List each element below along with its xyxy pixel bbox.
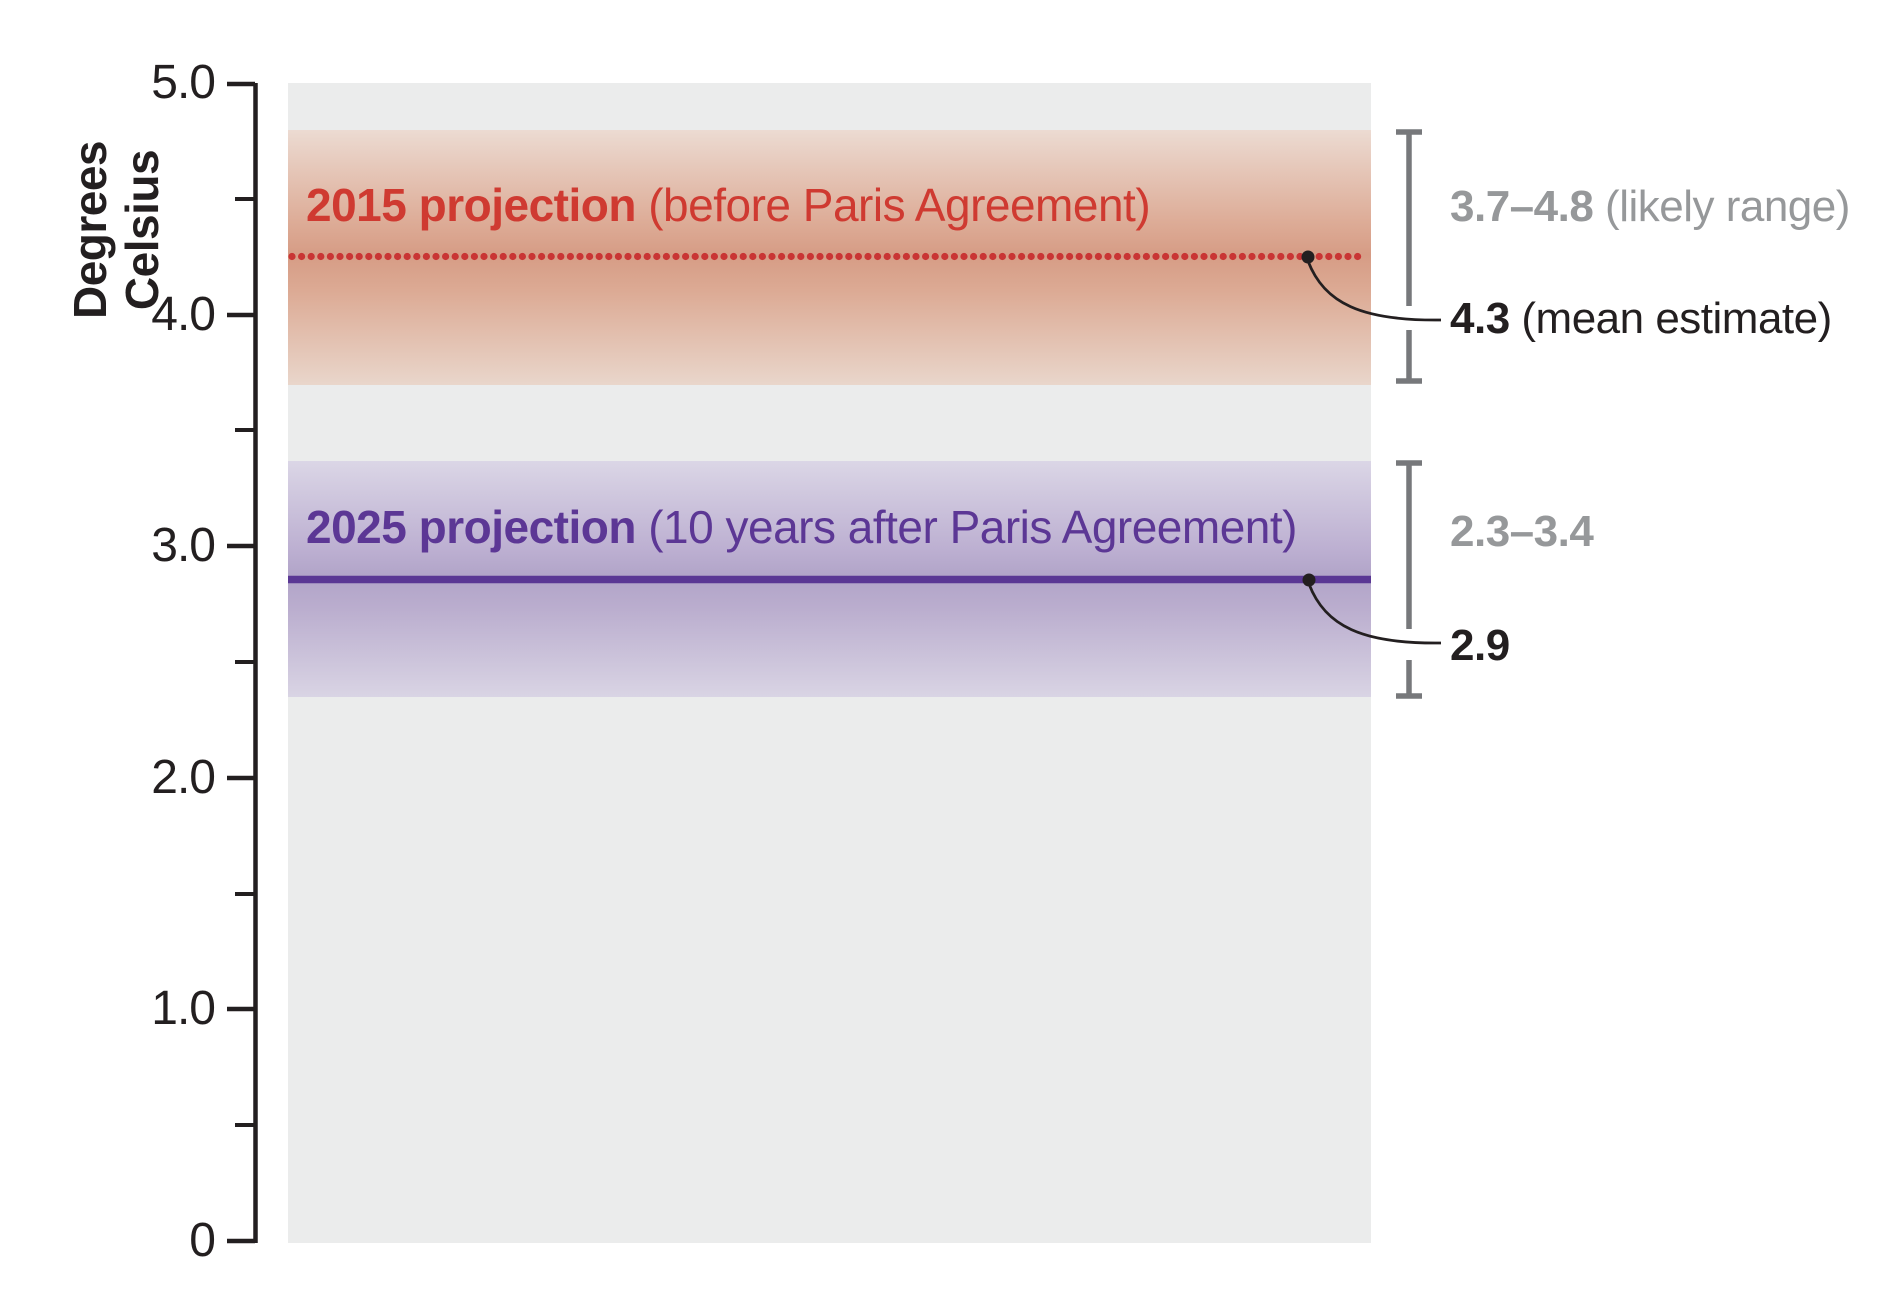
annotation-mean-2015-value: 4.3: [1450, 294, 1510, 343]
annotation-range-2025: 2.3–3.4: [1450, 505, 1594, 559]
y-tick-label-4: 4.0: [151, 288, 216, 341]
callout-curve-2015: [1306, 260, 1442, 322]
series-label-2025-bold: 2025 projection: [306, 501, 636, 553]
annotation-mean-2025-value: 2.9: [1450, 621, 1510, 670]
y-tick-label-3: 3.0: [151, 519, 216, 572]
annotation-mean-2025: 2.9: [1450, 619, 1510, 673]
series-label-2015-bold: 2015 projection: [306, 179, 636, 231]
series-label-2015: 2015 projection (before Paris Agreement): [306, 178, 1151, 232]
y-tick-label-1: 1.0: [151, 982, 216, 1035]
y-tick-label-2: 2.0: [151, 751, 216, 804]
y-tick-label-5: 5.0: [151, 56, 216, 109]
y-axis-major-ticks: [227, 81, 255, 1244]
y-tick-label-0: 0: [189, 1214, 216, 1267]
annotation-range-2015-value: 3.7–4.8: [1450, 182, 1594, 231]
range-bar-2015: [1396, 129, 1422, 384]
series-label-2025-rest: (10 years after Paris Agreement): [635, 501, 1297, 553]
range-bar-2025: [1396, 460, 1422, 699]
annotation-range-2025-value: 2.3–3.4: [1450, 507, 1594, 556]
series-label-2025: 2025 projection (10 years after Paris Ag…: [306, 500, 1297, 554]
annotation-range-2015-suffix: (likely range): [1593, 182, 1850, 231]
series-label-2015-rest: (before Paris Agreement): [635, 179, 1151, 231]
callout-curve-2025: [1307, 583, 1442, 645]
annotation-range-2015: 3.7–4.8 (likely range): [1450, 180, 1850, 234]
mean-point-2025: [1302, 573, 1316, 587]
y-axis-minor-ticks: [235, 197, 255, 1127]
annotation-mean-2015: 4.3 (mean estimate): [1450, 292, 1832, 346]
mean-point-2015: [1301, 250, 1315, 264]
annotation-mean-2015-suffix: (mean estimate): [1509, 294, 1832, 343]
